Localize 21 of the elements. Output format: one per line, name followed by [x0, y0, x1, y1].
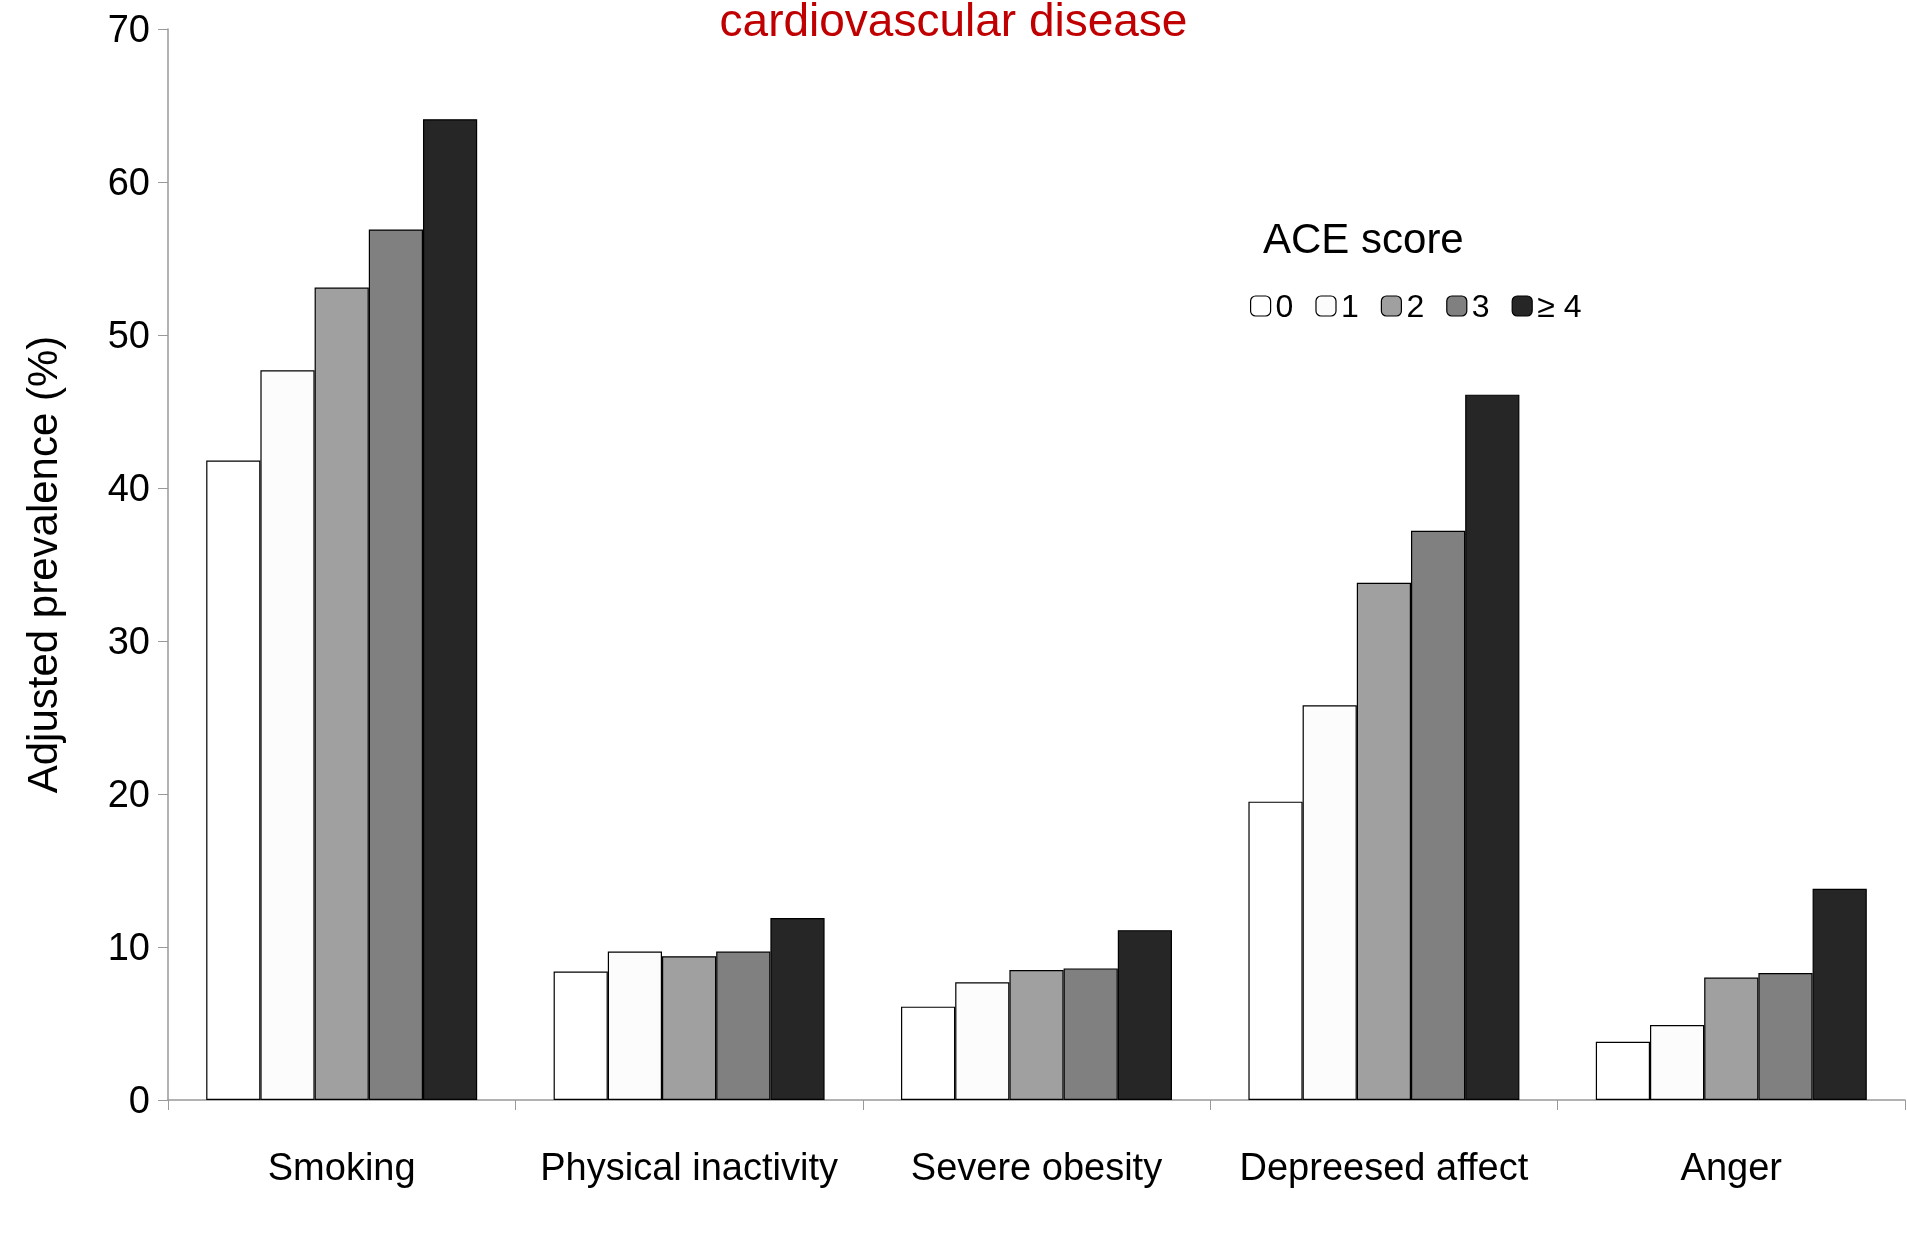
y-tick-label: 30: [107, 620, 150, 662]
y-tick-label: 40: [107, 467, 150, 509]
legend-label: 2: [1406, 288, 1425, 324]
legend-label: 0: [1275, 288, 1294, 324]
y-tick-label: 70: [107, 8, 150, 50]
y-axis-title: Adjusted prevalence (%): [18, 335, 66, 794]
y-tick-label: 60: [107, 161, 150, 203]
x-tick-label: Smoking: [267, 1146, 416, 1188]
legend-label: ≥ 4: [1537, 288, 1582, 324]
chart-title: cardiovascular disease: [719, 0, 1188, 46]
x-tick-label: Severe obesity: [910, 1146, 1163, 1188]
y-tick-label: 10: [107, 926, 150, 968]
x-tick-label: Depreesed affect: [1239, 1146, 1529, 1188]
legend-label: 3: [1471, 288, 1490, 324]
y-tick-label: 0: [128, 1079, 150, 1121]
x-tick-label: Anger: [1680, 1146, 1783, 1188]
legend-title: ACE score: [1263, 214, 1464, 262]
y-tick-label: 20: [107, 773, 150, 815]
y-tick-label: 50: [107, 314, 150, 356]
legend-label: 1: [1341, 288, 1359, 324]
x-tick-label: Physical inactivity: [540, 1146, 838, 1188]
